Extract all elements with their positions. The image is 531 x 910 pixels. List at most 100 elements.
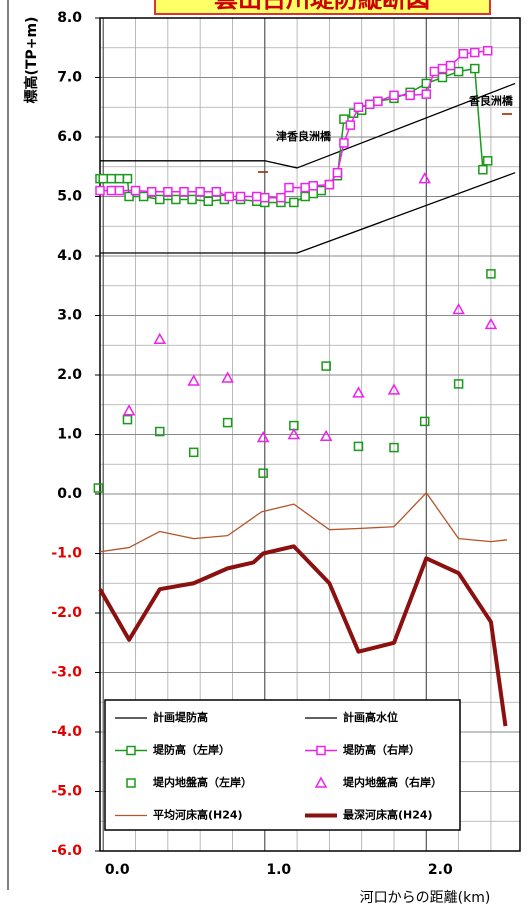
marker xyxy=(163,186,173,197)
marker xyxy=(187,374,200,386)
marker xyxy=(203,196,213,207)
chart-title: 雲出古川堤防縦断図 xyxy=(214,0,430,13)
marker xyxy=(95,185,105,196)
y-tick-label: 8.0 xyxy=(57,10,82,26)
marker xyxy=(155,426,165,437)
legend-label: 堤内地盤高（右岸） xyxy=(343,775,442,789)
x-tick-label: 2.0 xyxy=(428,862,453,878)
marker xyxy=(470,47,480,58)
bridge-mark xyxy=(502,113,512,115)
y-tick-label: 5.0 xyxy=(57,189,82,205)
marker xyxy=(187,194,197,205)
marker xyxy=(106,173,117,184)
marker xyxy=(308,188,318,199)
marker xyxy=(251,191,262,202)
y-tick-label: 7.0 xyxy=(57,70,82,86)
marker xyxy=(130,185,141,196)
legend-label: 平均河床高(H24) xyxy=(153,808,243,822)
marker xyxy=(179,186,189,197)
legend-label: 計画堤防高 xyxy=(153,710,208,724)
marker xyxy=(419,416,430,427)
legend-label: 堤防高（右岸） xyxy=(343,743,420,757)
marker xyxy=(146,186,157,197)
y-tick-label: 4.0 xyxy=(57,248,82,264)
marker xyxy=(122,404,136,416)
marker xyxy=(98,173,108,184)
marker xyxy=(258,468,268,478)
marker xyxy=(389,90,399,101)
x-tick-label: 1.0 xyxy=(266,862,291,878)
marker xyxy=(289,197,299,208)
marker xyxy=(114,185,125,196)
legend-label: 計画高水位 xyxy=(343,710,398,724)
y-tick-label: -4.0 xyxy=(51,724,82,740)
marker xyxy=(195,186,205,197)
marker xyxy=(316,185,327,196)
marker xyxy=(308,181,318,191)
marker xyxy=(106,185,117,196)
marker xyxy=(260,192,270,203)
marker xyxy=(324,179,335,190)
marker xyxy=(256,430,270,443)
marker xyxy=(122,173,133,184)
marker xyxy=(221,371,234,383)
marker xyxy=(353,441,364,452)
marker xyxy=(437,72,448,83)
marker xyxy=(171,194,181,205)
y-axis-label: 標高(TP+m) xyxy=(23,17,40,104)
series-line xyxy=(99,492,508,553)
marker xyxy=(124,191,134,202)
marker xyxy=(138,191,149,202)
legend-label: 最深河床高(H24) xyxy=(343,808,433,822)
bridge-mark xyxy=(258,171,268,173)
marker xyxy=(353,102,364,112)
y-tick-label: -2.0 xyxy=(51,605,82,621)
marker xyxy=(284,182,294,193)
marker xyxy=(339,114,349,124)
marker xyxy=(224,191,234,202)
y-tick-label: -1.0 xyxy=(51,546,82,562)
series-line xyxy=(98,544,508,727)
legend-label: 堤内地盤高（左岸） xyxy=(153,775,252,789)
y-tick-label: 6.0 xyxy=(57,129,82,145)
marker xyxy=(373,96,383,107)
legend-label: 堤防高（左岸） xyxy=(153,743,230,757)
marker xyxy=(332,167,343,178)
legend-swatch xyxy=(126,778,136,788)
annotation: 香良洲橋 xyxy=(468,93,514,107)
y-tick-label: 1.0 xyxy=(57,427,82,443)
marker xyxy=(482,156,493,166)
marker xyxy=(235,191,246,202)
marker xyxy=(155,194,165,205)
marker xyxy=(453,66,464,77)
legend-swatch xyxy=(316,745,326,756)
marker xyxy=(319,429,333,442)
legend-swatch xyxy=(126,745,136,756)
marker xyxy=(470,63,480,74)
y-tick-label: 0.0 xyxy=(57,486,82,502)
marker xyxy=(365,99,375,110)
marker xyxy=(482,45,493,56)
marker xyxy=(114,173,125,184)
marker xyxy=(389,442,399,453)
marker xyxy=(478,164,488,175)
marker xyxy=(93,483,104,493)
y-tick-label: -3.0 xyxy=(51,665,82,681)
marker xyxy=(211,186,222,197)
y-tick-label: 3.0 xyxy=(57,308,82,324)
marker xyxy=(405,90,415,101)
marker xyxy=(153,332,167,345)
legend-swatch xyxy=(314,776,328,788)
marker xyxy=(287,427,301,440)
marker xyxy=(452,303,465,315)
y-tick-label: 2.0 xyxy=(57,367,82,383)
x-axis-label: 河口からの距離(km) xyxy=(360,889,491,906)
marker xyxy=(429,66,440,77)
marker xyxy=(421,89,432,99)
marker xyxy=(453,379,464,389)
marker xyxy=(486,269,496,279)
marker xyxy=(276,192,286,203)
annotation: 津香良洲橋 xyxy=(276,129,332,143)
marker xyxy=(300,191,310,202)
